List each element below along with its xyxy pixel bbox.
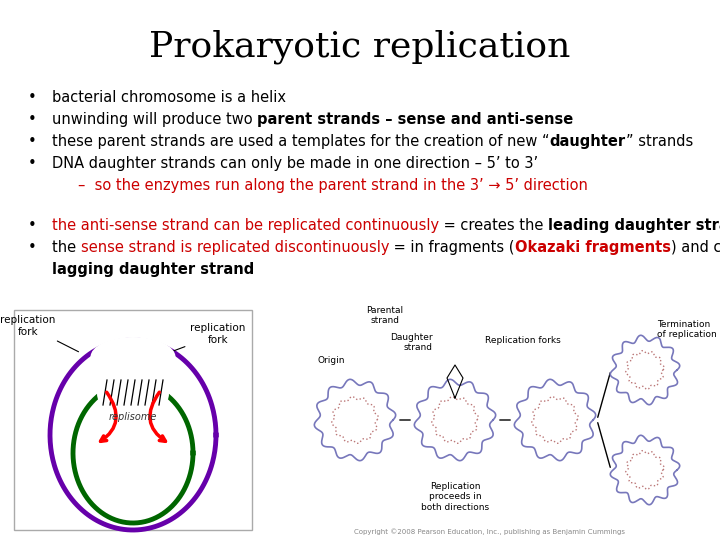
Text: •: • [28,156,37,171]
Text: •: • [28,112,37,127]
Text: ) and creates the: ) and creates the [671,240,720,255]
Text: Origin: Origin [318,356,345,365]
Text: •: • [28,134,37,149]
Text: these parent strands are used a templates for the creation of new “: these parent strands are used a template… [52,134,549,149]
Text: replisome: replisome [109,412,157,422]
Text: = creates the: = creates the [439,218,548,233]
Text: leading daughter strand: leading daughter strand [548,218,720,233]
Text: the: the [52,240,81,255]
Text: –  so the enzymes run along the parent strand in the 3’ → 5’ direction: – so the enzymes run along the parent st… [78,178,588,193]
Text: •: • [28,240,37,255]
Ellipse shape [91,337,176,377]
Text: DNA daughter strands can only be made in one direction – 5’ to 3’: DNA daughter strands can only be made in… [52,156,538,171]
Text: Parental
strand: Parental strand [366,306,404,325]
Text: bacterial chromosome is a helix: bacterial chromosome is a helix [52,90,286,105]
Text: lagging daughter strand: lagging daughter strand [52,262,254,277]
Ellipse shape [97,364,169,422]
Text: sense strand is replicated discontinuously: sense strand is replicated discontinuous… [81,240,390,255]
Text: Copyright ©2008 Pearson Education, Inc., publishing as Benjamin Cummings: Copyright ©2008 Pearson Education, Inc.,… [354,528,626,535]
Text: Prokaryotic replication: Prokaryotic replication [149,30,571,64]
Text: •: • [28,218,37,233]
Text: Termination
of replication: Termination of replication [657,320,716,340]
Text: replication
fork: replication fork [0,315,78,352]
Text: = in fragments (: = in fragments ( [390,240,515,255]
Text: parent strands – sense and anti-sense: parent strands – sense and anti-sense [257,112,574,127]
Text: Replication
proceeds in
both directions: Replication proceeds in both directions [421,482,489,512]
Text: Okazaki fragments: Okazaki fragments [515,240,671,255]
Text: unwinding will produce two: unwinding will produce two [52,112,257,127]
Text: Daughter
strand: Daughter strand [390,333,433,352]
Text: replication
fork: replication fork [171,323,246,352]
Text: the anti-sense strand can be replicated continuously: the anti-sense strand can be replicated … [52,218,439,233]
Text: Replication forks: Replication forks [485,336,561,345]
Text: ” strands: ” strands [626,134,693,149]
Text: daughter: daughter [549,134,626,149]
Bar [14,310,252,530]
Text: •: • [28,90,37,105]
